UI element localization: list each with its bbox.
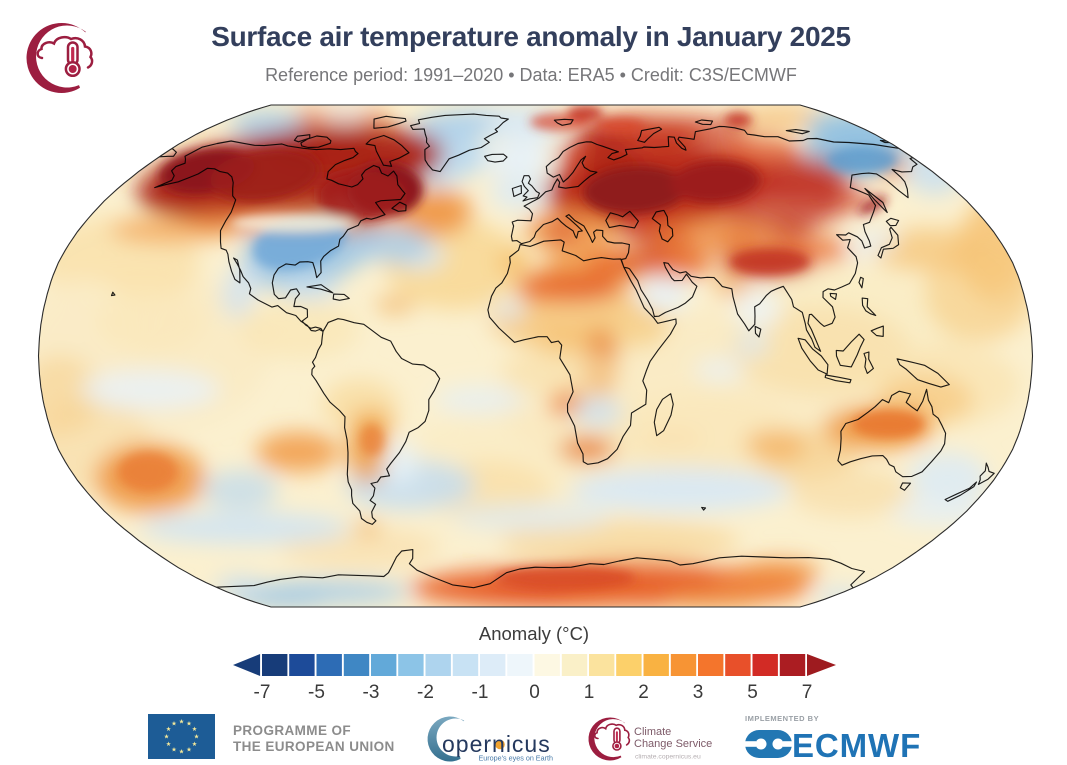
svg-text:Anomaly (°C): Anomaly (°C) [479, 623, 589, 644]
svg-text:3: 3 [693, 682, 704, 703]
svg-text:5: 5 [747, 682, 758, 703]
svg-text:Reference period: 1991–2020 •: Reference period: 1991–2020 • Data: ERA5… [265, 65, 797, 85]
svg-text:opernicus: opernicus [442, 731, 551, 757]
svg-text:IMPLEMENTED BY: IMPLEMENTED BY [745, 714, 819, 723]
svg-text:-5: -5 [308, 682, 325, 703]
svg-text:ECMWF: ECMWF [792, 727, 921, 764]
svg-text:THE EUROPEAN UNION: THE EUROPEAN UNION [233, 739, 395, 754]
svg-text:Change Service: Change Service [634, 738, 712, 750]
svg-text:PROGRAMME OF: PROGRAMME OF [233, 723, 351, 738]
svg-text:-2: -2 [417, 682, 434, 703]
svg-text:1: 1 [584, 682, 595, 703]
svg-text:Europe's eyes on Earth: Europe's eyes on Earth [479, 754, 554, 763]
svg-text:Climate: Climate [634, 726, 671, 738]
svg-text:climate.copernicus.eu: climate.copernicus.eu [635, 754, 701, 761]
svg-text:Surface air temperature anomal: Surface air temperature anomaly in Janua… [211, 21, 851, 52]
svg-text:-3: -3 [363, 682, 380, 703]
svg-text:-7: -7 [254, 682, 271, 703]
svg-text:7: 7 [802, 682, 813, 703]
svg-text:0: 0 [529, 682, 540, 703]
svg-text:-1: -1 [472, 682, 489, 703]
svg-text:2: 2 [638, 682, 649, 703]
